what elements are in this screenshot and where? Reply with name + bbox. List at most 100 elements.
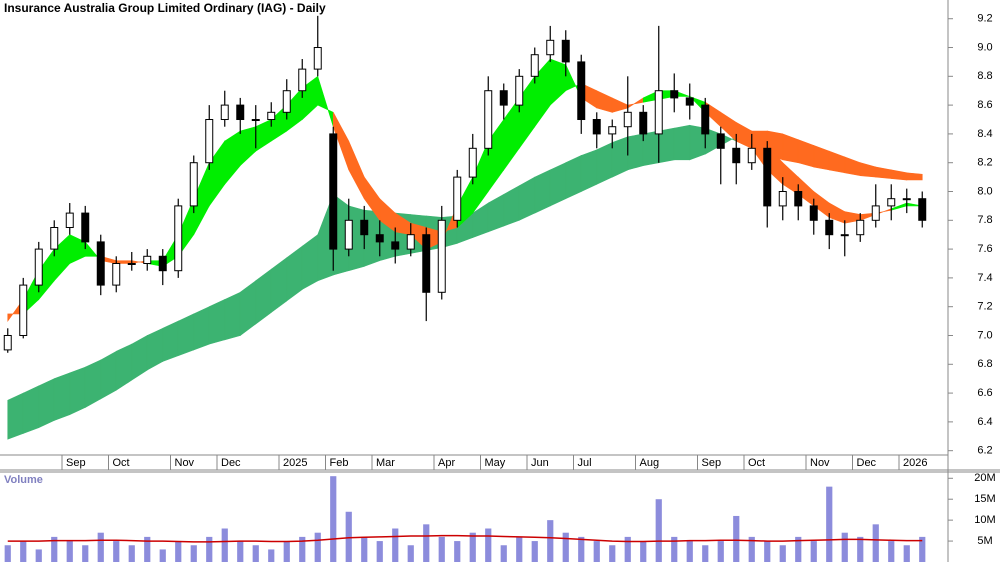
volume-bar xyxy=(283,541,290,562)
volume-bar xyxy=(423,524,430,562)
volume-bar xyxy=(314,532,321,562)
ribbon-segment xyxy=(7,392,24,440)
volume-bar xyxy=(20,541,27,562)
y-tick-label: 8.0 xyxy=(977,185,992,197)
volume-title: Volume xyxy=(4,474,43,486)
x-tick-label: Nov xyxy=(810,457,830,469)
x-tick-label: Sep xyxy=(702,457,722,469)
volume-bar xyxy=(547,520,554,562)
x-tick-label: Oct xyxy=(748,457,765,469)
volume-bar xyxy=(748,536,755,562)
ribbon-segment xyxy=(565,155,582,200)
ribbon-segment xyxy=(611,136,629,178)
candle-body xyxy=(391,241,400,250)
candle-body xyxy=(685,97,694,106)
y-tick-label: 20M xyxy=(974,472,995,484)
x-tick-label: Jul xyxy=(578,457,592,469)
y-tick-label: 6.8 xyxy=(977,358,992,370)
y-tick-label: 5M xyxy=(977,535,992,547)
volume-bar xyxy=(252,545,259,562)
chart-title: Insurance Australia Group Limited Ordina… xyxy=(4,1,326,15)
volume-bar xyxy=(857,536,864,562)
candle-body xyxy=(654,90,663,135)
volume-bar xyxy=(438,536,445,562)
ribbon-segment xyxy=(596,142,613,185)
volume-bar xyxy=(361,536,368,562)
volume-bar xyxy=(128,545,135,562)
volume-bar xyxy=(299,536,306,562)
ribbon-segment xyxy=(534,169,551,214)
candle-body xyxy=(375,234,384,243)
candle-body xyxy=(809,205,818,221)
x-tick-label: Oct xyxy=(113,457,130,469)
y-tick-label: 15M xyxy=(974,493,995,505)
y-tick-label: 7.8 xyxy=(977,214,992,226)
candle-body xyxy=(189,162,198,207)
candle-body xyxy=(856,219,865,236)
candle-body xyxy=(158,255,167,272)
candle-body xyxy=(96,241,105,286)
volume-bar xyxy=(702,545,709,562)
candle-body xyxy=(236,104,245,121)
volume-bar xyxy=(500,545,507,562)
volume-bar xyxy=(190,545,197,562)
ribbon-segment xyxy=(580,149,598,192)
volume-bar xyxy=(221,528,228,562)
volume-bar xyxy=(376,541,383,562)
x-tick-label: 2025 xyxy=(283,457,307,469)
y-tick-label: 6.2 xyxy=(977,445,992,457)
volume-bar xyxy=(609,545,616,562)
ribbon-segment xyxy=(38,378,55,429)
y-tick-label: 7.2 xyxy=(977,301,992,313)
candle-body xyxy=(546,39,555,56)
candle-body xyxy=(902,198,911,201)
x-tick-label: Nov xyxy=(175,457,195,469)
y-tick-label: 8.4 xyxy=(977,128,992,140)
volume-bar xyxy=(655,499,662,562)
candle-body xyxy=(871,205,880,221)
volume-bar xyxy=(826,486,833,562)
candle-body xyxy=(220,104,229,121)
candle-body xyxy=(3,334,12,351)
candle-body xyxy=(515,75,524,106)
volume-bar xyxy=(237,541,244,562)
candle-body xyxy=(918,198,927,221)
volume-bar xyxy=(66,541,73,562)
candle-body xyxy=(205,119,214,164)
volume-bar xyxy=(175,541,182,562)
ribbon-segment xyxy=(193,306,210,351)
y-tick-label: 8.8 xyxy=(977,70,992,82)
ribbon-segment xyxy=(906,172,923,181)
candle-body xyxy=(112,262,121,286)
volume-bar xyxy=(795,536,802,562)
candle-body xyxy=(282,90,291,113)
volume-bar xyxy=(562,532,569,562)
ribbon-segment xyxy=(642,130,660,166)
candle-body xyxy=(344,219,353,250)
candle-body xyxy=(329,133,338,250)
y-tick-label: 7.6 xyxy=(977,243,992,255)
candle-body xyxy=(747,147,756,164)
y-tick-label: 7.4 xyxy=(977,272,992,284)
volume-bar xyxy=(454,541,461,562)
candle-body xyxy=(19,284,28,336)
candle-body xyxy=(174,205,183,272)
candle-body xyxy=(592,119,601,135)
volume-bar xyxy=(345,511,352,562)
candle-body xyxy=(778,191,787,207)
candle-body xyxy=(670,90,679,99)
x-tick-label: Dec xyxy=(857,457,877,469)
x-tick-label: Dec xyxy=(221,457,241,469)
x-tick-label: May xyxy=(485,457,506,469)
y-tick-label: 10M xyxy=(974,514,995,526)
y-tick-label: 9.0 xyxy=(977,41,992,53)
candle-body xyxy=(437,219,446,293)
volume-bar xyxy=(469,532,476,562)
volume-bar xyxy=(206,536,213,562)
y-tick-label: 8.2 xyxy=(977,157,992,169)
candle-body xyxy=(763,147,772,207)
volume-bar xyxy=(764,541,771,562)
candle-body xyxy=(530,54,539,77)
x-tick-label: Aug xyxy=(640,457,660,469)
